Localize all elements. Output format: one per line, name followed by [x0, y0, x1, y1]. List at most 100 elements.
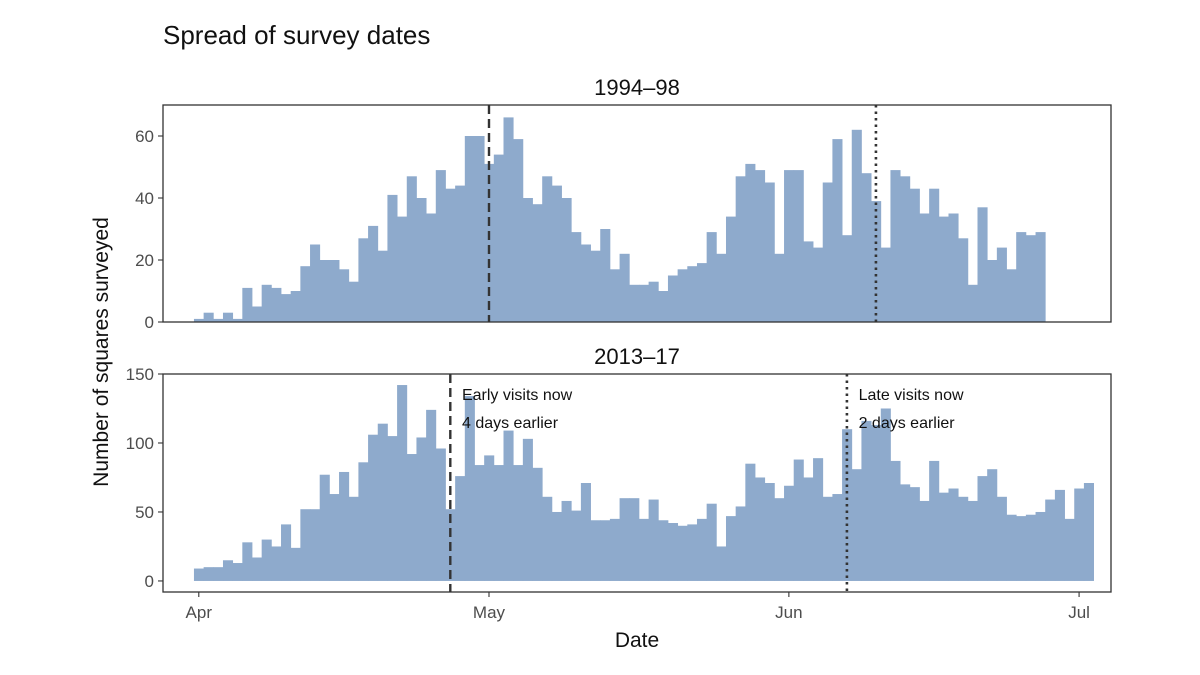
- bar: [638, 284, 650, 322]
- bar: [503, 430, 514, 581]
- bar: [667, 523, 679, 581]
- bar: [493, 465, 504, 581]
- bar: [493, 154, 504, 322]
- bar: [977, 207, 988, 322]
- bar: [609, 269, 620, 322]
- bar: [513, 465, 524, 581]
- bar: [1016, 516, 1027, 581]
- bar: [716, 253, 727, 322]
- bar: [387, 194, 398, 322]
- bar: [822, 182, 833, 322]
- bar: [967, 284, 978, 322]
- bar: [919, 500, 930, 581]
- bar: [1016, 232, 1027, 322]
- bar: [677, 525, 688, 581]
- bar: [648, 499, 659, 581]
- bar: [232, 318, 243, 322]
- bar: [1025, 235, 1036, 322]
- bar: [474, 136, 485, 322]
- bar: [629, 284, 640, 322]
- bar: [455, 476, 466, 581]
- bar: [435, 170, 446, 322]
- bar: [813, 247, 824, 322]
- bar: [580, 483, 591, 581]
- bar: [522, 198, 533, 322]
- bar: [271, 546, 282, 581]
- bar: [1006, 514, 1017, 581]
- bar: [590, 250, 601, 322]
- bar: [377, 423, 388, 581]
- bar: [948, 213, 959, 322]
- bar: [958, 496, 969, 581]
- bar: [803, 477, 814, 581]
- bar: [745, 163, 756, 322]
- x-tick-label: Apr: [186, 603, 213, 622]
- bar: [397, 385, 408, 581]
- bar: [271, 287, 282, 322]
- annotation-text: 4 days earlier: [462, 415, 559, 432]
- bar: [784, 485, 795, 581]
- bar: [629, 498, 640, 581]
- bar: [745, 463, 756, 581]
- bars: [193, 385, 1094, 581]
- bar: [532, 467, 543, 581]
- bar: [987, 260, 998, 322]
- bar: [193, 568, 205, 581]
- bar: [232, 563, 243, 581]
- bar: [358, 462, 369, 581]
- bar: [319, 260, 330, 322]
- bar: [967, 500, 978, 581]
- bar: [281, 524, 292, 581]
- panel-1: 1994–98 0 20 40 60: [135, 75, 1112, 332]
- bar: [764, 182, 775, 322]
- bar: [368, 225, 379, 322]
- bar: [358, 238, 369, 322]
- bar: [755, 170, 766, 322]
- y-tick-label: 40: [135, 189, 154, 208]
- x-tick-label: Jun: [775, 603, 802, 622]
- bar: [1035, 511, 1046, 581]
- bar: [416, 437, 427, 581]
- bar: [851, 129, 862, 322]
- bar: [648, 281, 659, 322]
- bar: [406, 176, 417, 322]
- bar: [464, 136, 475, 322]
- bar: [948, 488, 959, 581]
- annotation-text: Late visits now: [859, 387, 964, 404]
- bar: [619, 253, 630, 322]
- bar: [909, 487, 920, 581]
- bar: [571, 232, 582, 322]
- bar: [822, 496, 833, 581]
- bar: [977, 476, 988, 581]
- bar: [938, 216, 949, 322]
- y-tick-label: 60: [135, 127, 154, 146]
- bar: [658, 291, 669, 322]
- bar: [1064, 518, 1075, 581]
- annotation-text: Early visits now: [462, 387, 573, 404]
- bar: [900, 484, 911, 581]
- bar: [561, 198, 572, 322]
- bar: [522, 438, 533, 581]
- bar: [871, 425, 882, 581]
- bar: [590, 520, 601, 581]
- panels-group: 1994–98 0 20 40 60 2013–17 Early visits now 4 …: [126, 75, 1112, 593]
- bar: [242, 287, 253, 322]
- bar: [329, 494, 340, 581]
- bar: [580, 244, 591, 322]
- bar: [455, 185, 466, 322]
- bar: [784, 170, 795, 322]
- bar: [484, 163, 495, 322]
- bar: [329, 260, 340, 322]
- bar: [638, 518, 650, 581]
- bar: [706, 232, 717, 322]
- bar: [1083, 483, 1094, 581]
- bar: [484, 455, 495, 581]
- bar: [725, 516, 737, 581]
- bar: [300, 509, 311, 581]
- bar: [696, 518, 708, 581]
- bar: [416, 198, 427, 322]
- bar: [300, 266, 311, 322]
- bar: [387, 436, 398, 581]
- bar: [842, 235, 853, 322]
